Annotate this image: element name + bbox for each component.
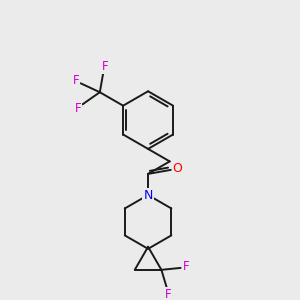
Text: F: F	[165, 288, 171, 300]
Text: F: F	[183, 260, 190, 273]
Text: F: F	[74, 102, 81, 115]
Text: O: O	[172, 162, 182, 176]
Text: F: F	[102, 60, 109, 73]
Text: N: N	[143, 188, 153, 202]
Text: F: F	[73, 74, 79, 87]
